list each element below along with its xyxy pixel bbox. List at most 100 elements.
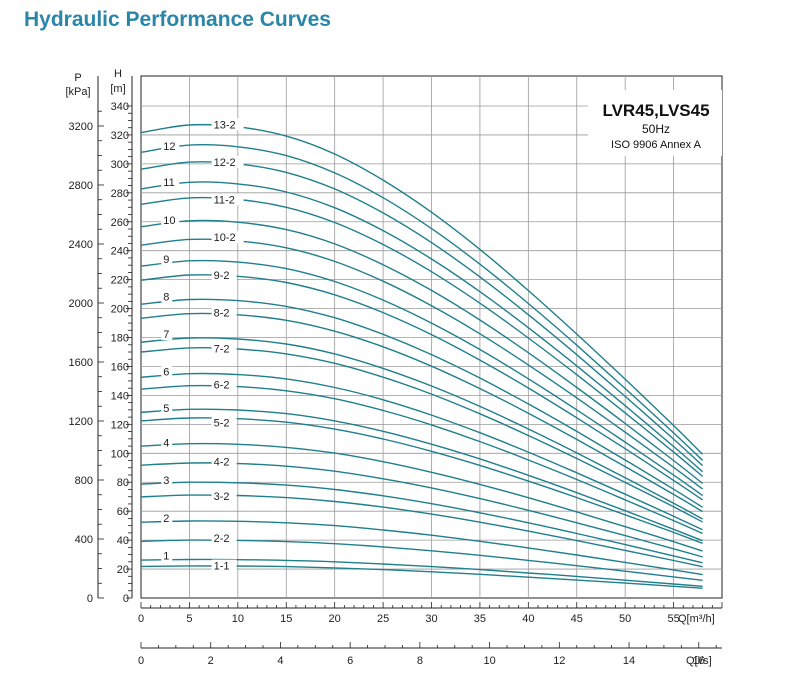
curve-label-7-2: 7-2 (214, 344, 230, 356)
curves (140, 123, 704, 589)
curve-label-7: 7 (163, 329, 169, 341)
curve-label-13-2: 13-2 (214, 119, 236, 131)
ql-tick-label: 16 (693, 655, 705, 667)
h-tick-label: 40 (117, 535, 129, 547)
ql-tick-label: 0 (138, 655, 144, 667)
ql-tick-label: 14 (623, 655, 635, 667)
curve-label-bg (211, 532, 237, 545)
curve-label-3-2: 3-2 (214, 491, 230, 503)
curve-label-8-2: 8-2 (214, 307, 230, 319)
q-tick-label: 35 (474, 613, 486, 625)
curve-4-2 (140, 462, 703, 558)
curve-label-5-2: 5-2 (214, 417, 230, 429)
curve-label-bg (211, 118, 244, 131)
curve-5-2 (140, 417, 703, 544)
curve-label-bg (161, 252, 173, 265)
q-tick-label: 20 (329, 613, 341, 625)
h-tick-label: 100 (111, 448, 129, 460)
curve-label-10: 10 (163, 215, 175, 227)
h-tick-label: 300 (111, 159, 129, 171)
curve-13-2 (140, 123, 704, 455)
curve-label-bg (161, 213, 180, 226)
model-box (588, 90, 722, 156)
p-tick-label: 1200 (69, 416, 93, 428)
h-tick-label: 320 (111, 130, 129, 142)
curve-label-bg (211, 268, 237, 281)
chart-title: LVR45,LVS45 (602, 101, 709, 120)
q-tick-label: 5 (186, 613, 192, 625)
ql-tick-label: 4 (277, 655, 283, 667)
curve-label-1: 1 (163, 550, 169, 562)
curve-label-10-2: 10-2 (214, 232, 236, 244)
curve-10 (140, 219, 704, 484)
curve-label-bg (161, 328, 173, 341)
curve-label-6: 6 (163, 367, 169, 379)
h-tick-label: 0 (123, 593, 129, 605)
curve-label-bg (161, 549, 173, 562)
h-tick-label: 120 (111, 419, 129, 431)
q-tick-label: 40 (522, 613, 534, 625)
p-tick-label: 0 (87, 593, 93, 605)
h-axis-unit: [m] (110, 83, 125, 95)
curve-9 (140, 259, 704, 497)
p-axis-unit: [kPa] (65, 86, 90, 98)
curve-3 (140, 481, 703, 564)
curve-3-2 (140, 494, 703, 568)
curve-6-2 (140, 384, 703, 535)
ql-tick-label: 10 (483, 655, 495, 667)
curve-label-5: 5 (163, 403, 169, 415)
p-tick-label: 1600 (69, 357, 93, 369)
curve-11 (140, 181, 704, 473)
curve-5 (140, 408, 703, 542)
curve-label-12-2: 12-2 (214, 157, 236, 169)
curve-label-11: 11 (163, 177, 174, 189)
curve-label-8: 8 (163, 291, 169, 303)
x2-axis-label: Q[l/s] (686, 655, 712, 667)
curve-label-bg (161, 139, 180, 152)
ql-tick-label: 6 (347, 655, 353, 667)
page-title: Hydraulic Performance Curves (24, 8, 331, 31)
curve-label-12: 12 (163, 141, 175, 153)
h-tick-label: 220 (111, 275, 129, 287)
curve-label-9-2: 9-2 (214, 270, 230, 282)
curve-8 (140, 298, 703, 508)
curve-label-bg (161, 401, 173, 414)
curve-label-bg (211, 231, 244, 244)
curve-label-bg (161, 436, 173, 449)
h-tick-label: 20 (117, 564, 129, 576)
curve-label-bg (161, 365, 173, 378)
x-axis-label: Q[m³/h] (678, 613, 715, 625)
q-tick-label: 25 (377, 613, 389, 625)
h-tick-label: 200 (111, 304, 129, 316)
grid (140, 75, 723, 599)
p-tick-label: 2000 (69, 298, 93, 310)
h-tick-label: 260 (111, 217, 129, 229)
curve-1 (140, 558, 703, 587)
q-tick-label: 55 (667, 613, 679, 625)
curve-2 (140, 520, 703, 576)
curve-9-2 (140, 274, 703, 501)
curve-label-bg (211, 378, 237, 391)
curve-label-9: 9 (163, 254, 169, 266)
q-tick-label: 0 (138, 613, 144, 625)
curve-2-2 (140, 539, 703, 581)
h-tick-label: 340 (111, 101, 129, 113)
q-tick-label: 50 (619, 613, 631, 625)
ql-tick-label: 12 (553, 655, 565, 667)
curve-12 (140, 144, 704, 461)
h-tick-label: 280 (111, 188, 129, 200)
q-tick-label: 10 (232, 613, 244, 625)
curve-8-2 (140, 312, 703, 513)
curve-label-bg (161, 176, 180, 189)
curve-label-bg (211, 193, 244, 206)
q-tick-label: 45 (571, 613, 583, 625)
curve-label-bg (161, 290, 173, 303)
curve-label-2-2: 2-2 (214, 533, 230, 545)
q-tick-label: 30 (425, 613, 437, 625)
curve-label-bg (211, 559, 237, 572)
curve-label-1-1: 1-1 (214, 561, 230, 573)
curve-4 (140, 442, 703, 552)
q-tick-label: 15 (280, 613, 292, 625)
h-tick-label: 80 (117, 477, 129, 489)
p-tick-label: 3200 (69, 121, 93, 133)
